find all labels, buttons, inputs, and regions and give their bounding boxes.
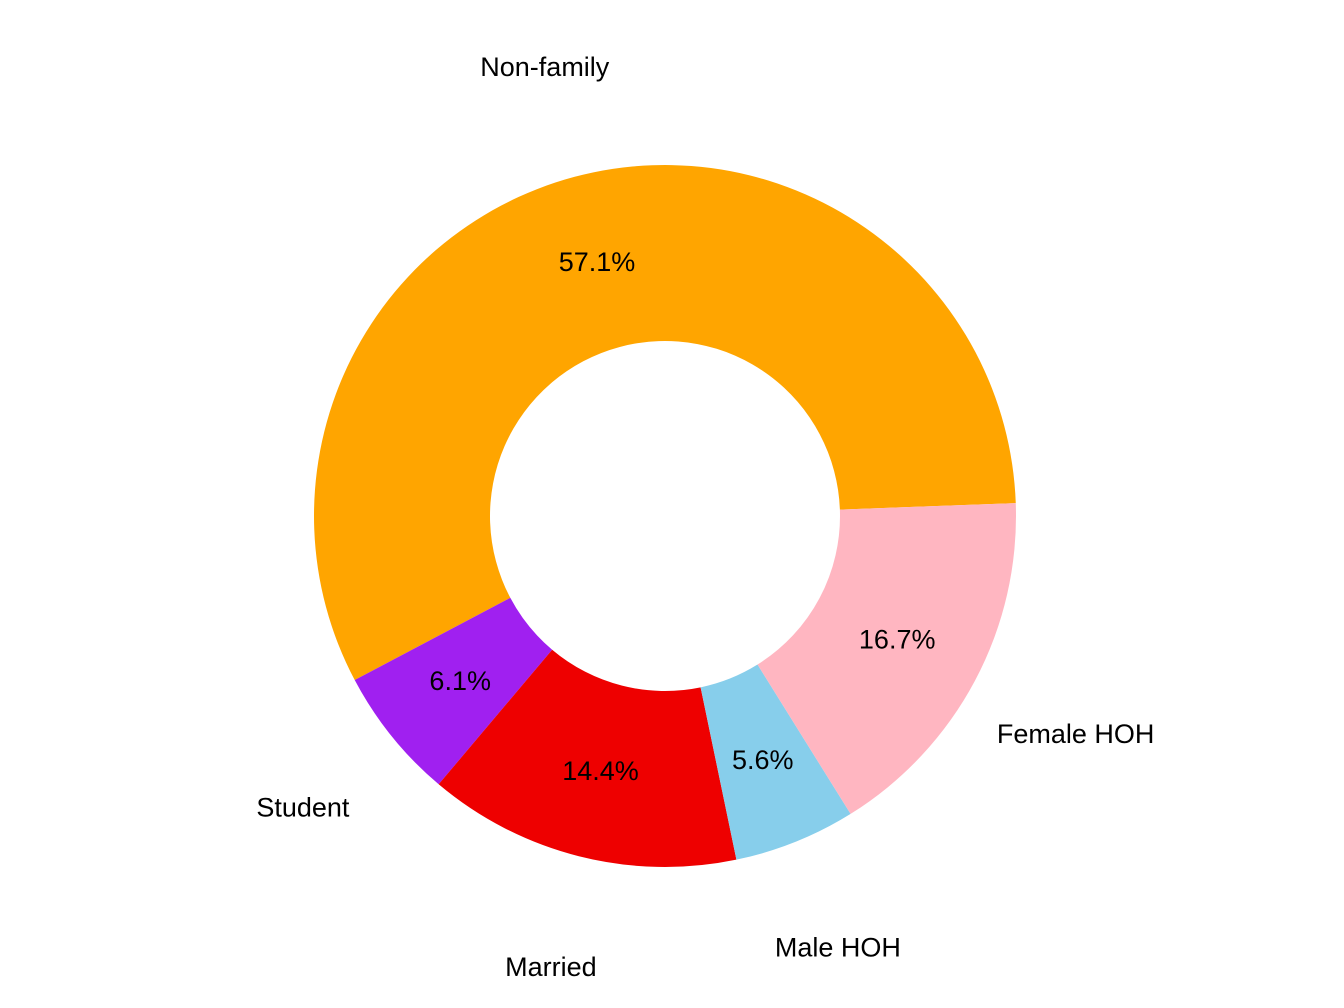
value-label-non-family: 57.1% bbox=[559, 247, 636, 277]
slice-category-labels: Non-family Student Married Male HOH Female H… bbox=[256, 52, 1154, 982]
category-label-married: Married bbox=[505, 952, 597, 982]
value-label-female-hoh: 16.7% bbox=[859, 624, 936, 654]
donut-slices bbox=[313, 164, 1016, 868]
slice-female-hoh bbox=[757, 503, 1016, 814]
slice-married bbox=[438, 649, 737, 868]
value-label-male-hoh: 5.6% bbox=[732, 745, 794, 775]
slice-value-labels: 57.1% 6.1% 14.4% 5.6% 16.7% bbox=[429, 247, 935, 786]
slice-student bbox=[354, 597, 553, 785]
value-label-married: 14.4% bbox=[562, 756, 639, 786]
category-label-male-hoh: Male HOH bbox=[775, 933, 901, 963]
value-label-student: 6.1% bbox=[429, 666, 491, 696]
category-label-non-family: Non-family bbox=[480, 52, 610, 82]
slice-non-family bbox=[313, 164, 1016, 681]
category-label-student: Student bbox=[256, 793, 350, 823]
category-label-female-hoh: Female HOH bbox=[997, 719, 1155, 749]
slice-male-hoh bbox=[700, 664, 851, 860]
